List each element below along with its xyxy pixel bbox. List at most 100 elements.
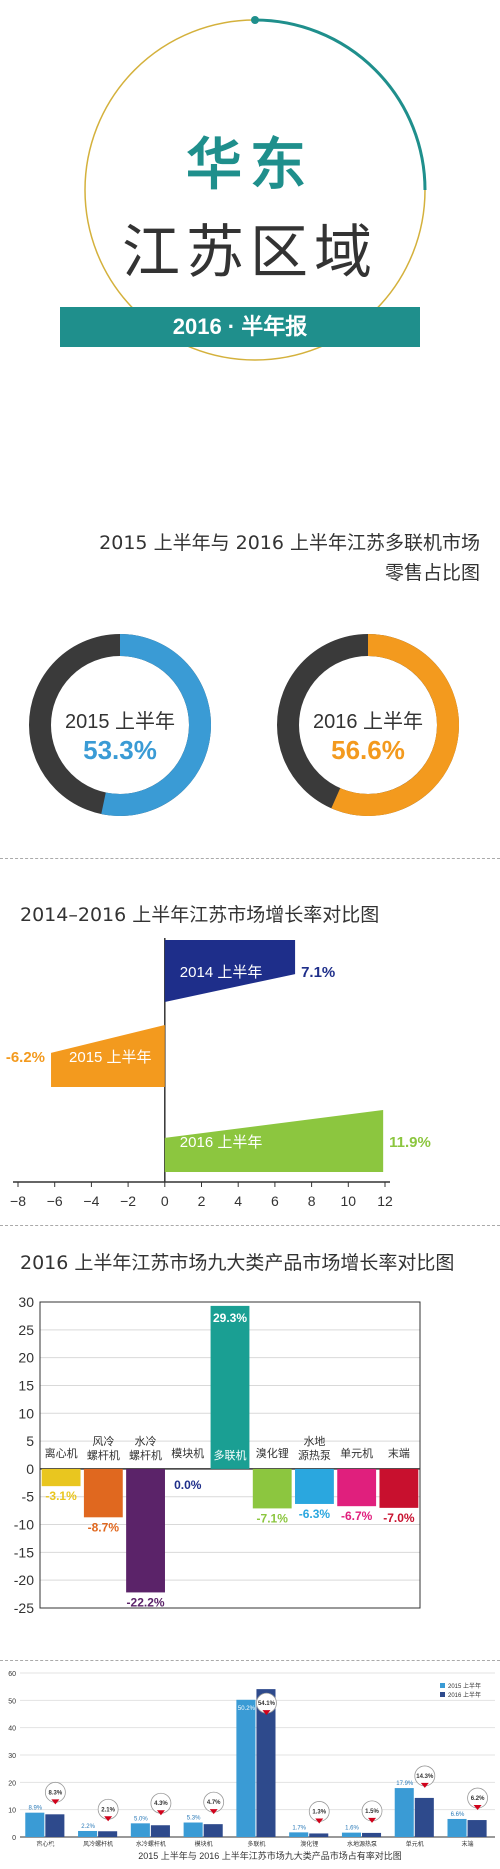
bar-category-label: 2016 上半年 xyxy=(180,1134,263,1151)
donut-dot xyxy=(160,680,165,685)
donut-dot xyxy=(165,686,170,691)
bar-2 xyxy=(126,1468,165,1593)
donut-dot xyxy=(424,738,428,743)
donut-dot xyxy=(154,675,159,680)
value-bubble-pointer xyxy=(104,1816,113,1822)
value-bubble-pointer xyxy=(420,1782,429,1788)
y-tick-label: -20 xyxy=(14,1572,34,1588)
donut-dot xyxy=(70,759,75,764)
bar-0 xyxy=(41,1468,81,1487)
donut-dot xyxy=(75,765,80,770)
donut-dot xyxy=(366,663,370,667)
value-label: 1.7% xyxy=(292,1825,306,1831)
donut-center xyxy=(310,667,426,783)
donut-dot xyxy=(402,770,407,775)
donut-dot xyxy=(141,667,145,672)
value-bubble-pointer xyxy=(262,1710,271,1716)
section4-title: 2015 上半年与 2016 上半年江苏市场九大类产品市场占有率对比图 xyxy=(120,1849,420,1865)
divider-3 xyxy=(0,1660,500,1661)
donut-dot xyxy=(62,746,67,750)
legend-swatch xyxy=(440,1692,445,1697)
donut-dot xyxy=(177,731,182,735)
y-tick-label: 60 xyxy=(8,1671,16,1678)
value-bubble-pointer xyxy=(473,1805,482,1811)
y-tick-label: 30 xyxy=(8,1753,16,1760)
donut-2015-label: 2015 上半年 xyxy=(64,711,176,733)
donut-dot xyxy=(102,781,107,785)
bar-4 xyxy=(210,1305,250,1469)
category-label: 风冷 xyxy=(92,1435,114,1448)
value-label: 8.3% xyxy=(49,1790,63,1796)
donut-dot xyxy=(306,715,311,719)
header-title-2: 江苏区域 xyxy=(121,218,378,286)
donut-dot xyxy=(358,663,362,668)
bar-5 xyxy=(252,1468,292,1509)
value-label: 5.3% xyxy=(187,1816,201,1822)
value-bubble-pointer xyxy=(156,1810,165,1816)
donut-dot xyxy=(350,665,355,669)
donut-dot xyxy=(425,715,430,719)
donut-dot xyxy=(408,765,413,770)
y-tick-label: 0 xyxy=(12,1835,16,1842)
category-label: 水冷 xyxy=(135,1435,157,1448)
donut-dot xyxy=(381,781,386,785)
x-tick-label: 6 xyxy=(271,1193,279,1209)
donut-dot xyxy=(314,753,318,757)
donut-dot xyxy=(418,693,422,697)
value-label: 1.6% xyxy=(345,1826,359,1832)
donut-dot xyxy=(148,775,152,779)
section1-title-line1: 2015 上半年与 2016 上半年江苏多联机市场 xyxy=(99,532,480,554)
value-label: -22.2% xyxy=(127,1595,165,1609)
bar-1-5 xyxy=(309,1833,329,1837)
category-label: 离心机 xyxy=(36,1840,54,1848)
donut-dot xyxy=(110,663,114,668)
section1-title-line2: 零售占比图 xyxy=(384,562,480,584)
value-label: -7.1% xyxy=(257,1511,289,1525)
category-growth-chart: 30 25 20 15 10 5 0 -5 -10 -15 -20 -25 离心机 -3.1% 风冷螺杆机 -… xyxy=(14,1294,421,1616)
donut-dot xyxy=(350,781,355,785)
y-tick-label: -10 xyxy=(14,1517,34,1533)
donut-dot xyxy=(310,700,315,704)
donut-dot xyxy=(396,775,400,779)
donut-dot xyxy=(170,753,174,757)
donut-dot xyxy=(314,693,318,697)
value-bubble-pointer xyxy=(51,1799,60,1805)
x-tick-label: −2 xyxy=(120,1193,136,1209)
donut-dot xyxy=(374,782,378,787)
donut-dot xyxy=(178,723,182,727)
donut-dot xyxy=(310,746,315,750)
value-bubble-pointer xyxy=(209,1809,218,1815)
donut-2016-label: 2016 上半年 xyxy=(312,711,424,733)
donut-dot xyxy=(75,680,80,685)
value-label: 1.3% xyxy=(312,1809,326,1815)
donut-dot xyxy=(126,782,130,787)
donut-dot xyxy=(70,686,75,691)
donut-dot xyxy=(402,675,407,680)
donut-dot xyxy=(177,715,182,719)
category-label: 多联机 xyxy=(214,1448,247,1462)
y-tick-label: 20 xyxy=(18,1350,34,1366)
category-label: 单元机 xyxy=(406,1840,424,1848)
value-label: 8.9% xyxy=(28,1806,42,1812)
value-label: 6.2% xyxy=(471,1796,485,1802)
donut-dot xyxy=(62,700,67,704)
donut-dot xyxy=(95,667,99,672)
plot-frame xyxy=(39,1301,421,1609)
x-tick-label: 4 xyxy=(234,1193,242,1209)
bar-1-7 xyxy=(414,1797,434,1837)
value-label: 4.7% xyxy=(207,1800,221,1806)
bar-1-1 xyxy=(98,1831,118,1837)
bar-value-label: -6.2% xyxy=(6,1049,45,1066)
donut-dot xyxy=(318,759,323,764)
donut-dot xyxy=(58,715,63,719)
donut-dot xyxy=(133,665,138,669)
donut-dot xyxy=(413,759,418,764)
y-tick-label: -5 xyxy=(22,1489,35,1505)
category-label: 水冷螺杆机 xyxy=(136,1840,166,1848)
category-label: 溴化锂 xyxy=(256,1446,289,1460)
bar-0-1 xyxy=(78,1830,98,1837)
donut-dot xyxy=(102,665,107,669)
y-tick-label: 15 xyxy=(18,1377,34,1393)
bar-0 xyxy=(164,940,296,1002)
